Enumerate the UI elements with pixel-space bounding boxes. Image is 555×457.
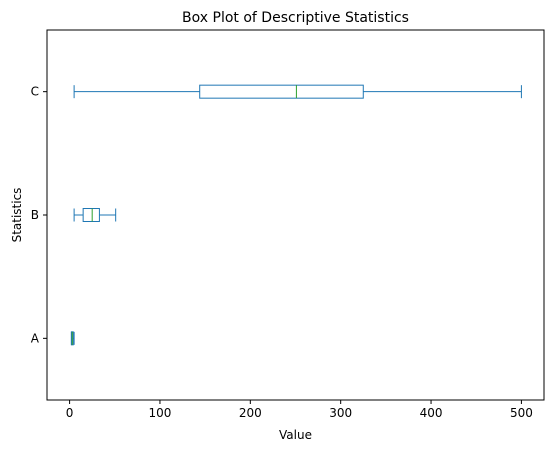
box-iqr-B xyxy=(82,208,100,222)
y-tick-label: A xyxy=(31,331,40,345)
x-tick-label: 0 xyxy=(66,406,74,420)
plot-content xyxy=(70,84,522,346)
box-iqr-C xyxy=(199,84,364,99)
x-tick-label: 400 xyxy=(420,406,443,420)
x-tick-label: 500 xyxy=(510,406,533,420)
y-axis-title: Statistics xyxy=(10,188,24,243)
x-tick-label: 200 xyxy=(239,406,262,420)
y-tick-label: C xyxy=(31,85,39,99)
x-axis-title: Value xyxy=(279,428,312,442)
box-A xyxy=(70,331,75,346)
y-axis-ticks: A B C xyxy=(31,85,47,345)
chart-title: Box Plot of Descriptive Statistics xyxy=(182,10,409,26)
box-B xyxy=(73,208,117,222)
y-tick-label: B xyxy=(31,208,39,222)
x-tick-label: 300 xyxy=(329,406,352,420)
x-tick-label: 100 xyxy=(149,406,172,420)
box-C xyxy=(73,84,522,99)
x-axis-ticks: 0 100 200 300 400 500 xyxy=(66,400,533,420)
